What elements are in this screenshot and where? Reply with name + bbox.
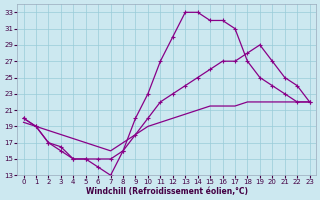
X-axis label: Windchill (Refroidissement éolien,°C): Windchill (Refroidissement éolien,°C) [85,187,248,196]
